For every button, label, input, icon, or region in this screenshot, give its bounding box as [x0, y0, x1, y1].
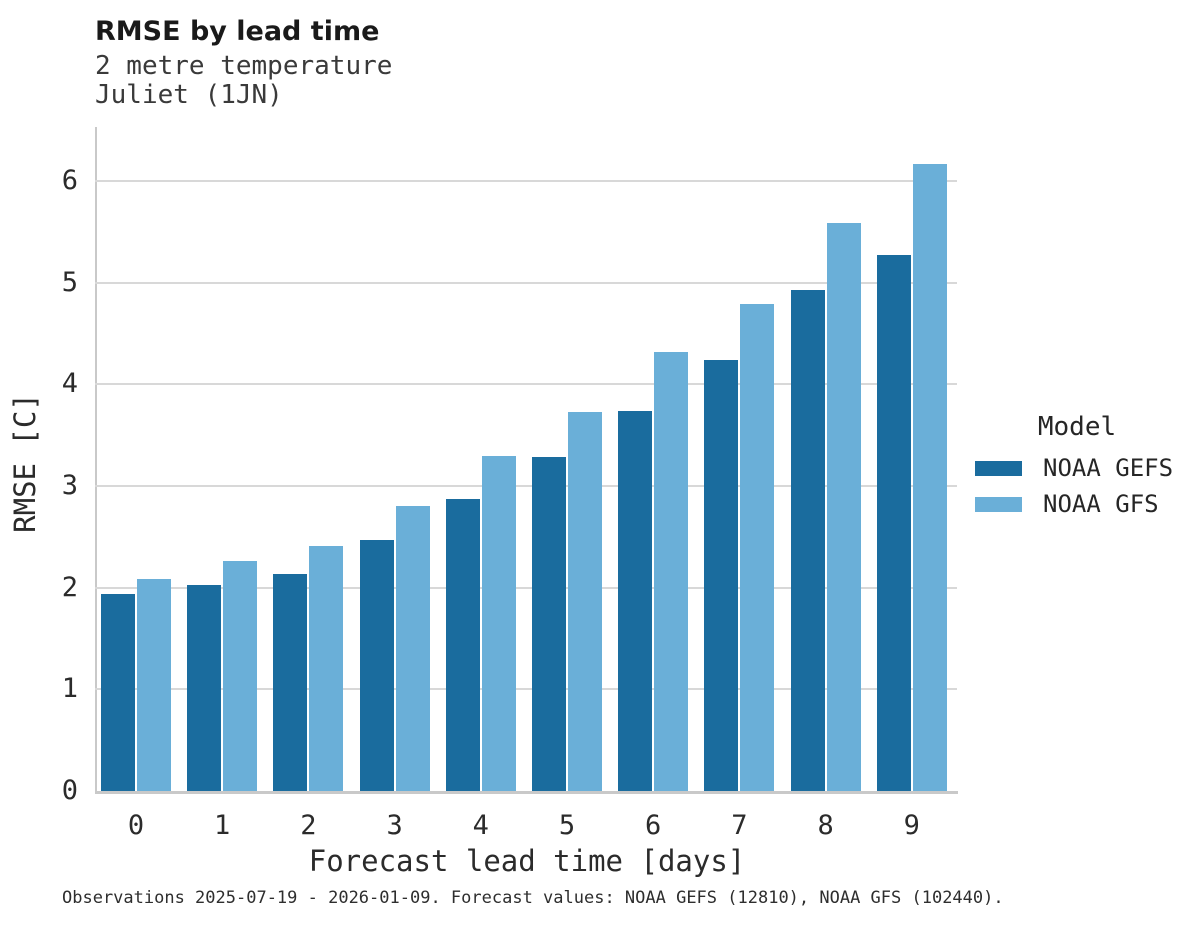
y-axis-label: RMSE [C] [8, 393, 42, 533]
bar-noaa-gefs-lead-0 [101, 593, 135, 791]
bar-noaa-gefs-lead-8 [790, 289, 825, 791]
bar-noaa-gfs-lead-8 [826, 222, 861, 791]
bar-noaa-gefs-lead-6 [618, 410, 653, 791]
chart-subtitle-variable: 2 metre temperature [95, 51, 393, 81]
gridline-y6 [95, 179, 957, 182]
y-tick-label-4: 4 [61, 368, 78, 400]
y-tick-label-0: 0 [61, 775, 78, 806]
legend-entry-noaa-gefs: NOAA GEFS [963, 454, 1191, 482]
x-axis-line [95, 791, 958, 794]
bar-noaa-gefs-lead-9 [876, 255, 911, 791]
x-tick-label-0: 0 [127, 810, 145, 841]
chart-title: RMSE by lead time [95, 16, 380, 47]
bar-noaa-gfs-lead-9 [912, 163, 947, 791]
gridline-y4 [95, 383, 957, 386]
legend-label: NOAA GEFS [1043, 454, 1174, 482]
x-tick-label-1: 1 [214, 810, 231, 841]
y-axis-line [95, 127, 97, 794]
bar-noaa-gfs-lead-3 [395, 506, 430, 791]
legend-swatch-icon [975, 496, 1022, 512]
y-tick-label-2: 2 [61, 571, 78, 603]
bar-noaa-gfs-lead-7 [740, 303, 775, 791]
legend-label: NOAA GFS [1043, 490, 1159, 518]
bar-noaa-gefs-lead-4 [445, 499, 480, 791]
legend-title: Model [1037, 412, 1117, 442]
bar-noaa-gfs-lead-1 [223, 561, 258, 791]
bar-noaa-gefs-lead-3 [359, 539, 394, 791]
legend: Model NOAA GEFS NOAA GFS [963, 412, 1191, 528]
gridline-y5 [95, 281, 957, 284]
x-tick-label-4: 4 [472, 810, 489, 841]
bar-noaa-gfs-lead-4 [481, 456, 516, 791]
bar-noaa-gfs-lead-6 [654, 351, 689, 791]
legend-entry-noaa-gfs: NOAA GFS [963, 490, 1191, 518]
x-tick-label-5: 5 [558, 810, 576, 841]
x-tick-label-6: 6 [645, 810, 662, 841]
y-tick-label-5: 5 [61, 266, 78, 298]
bar-noaa-gefs-lead-1 [187, 584, 222, 791]
bar-noaa-gefs-lead-7 [704, 359, 739, 791]
y-tick-label-1: 1 [61, 673, 78, 705]
x-tick-label-9: 9 [903, 810, 920, 841]
bar-noaa-gfs-lead-2 [309, 545, 344, 791]
caption: Observations 2025-07-19 - 2026-01-09. Fo… [62, 888, 1004, 908]
gridline-y1 [95, 688, 957, 691]
x-tick-label-7: 7 [731, 810, 748, 841]
y-tick-label-3: 3 [61, 469, 78, 501]
gridline-y2 [95, 586, 957, 589]
x-axis-label: Forecast lead time [days] [308, 844, 746, 878]
x-tick-label-8: 8 [817, 810, 834, 841]
chart-subtitle-region: Juliet (1JN) [95, 80, 283, 110]
y-tick-label-6: 6 [61, 164, 78, 196]
bar-noaa-gfs-lead-5 [568, 411, 602, 791]
bar-noaa-gfs-lead-0 [137, 579, 171, 791]
legend-swatch-icon [975, 460, 1022, 476]
x-tick-label-3: 3 [386, 810, 403, 841]
x-tick-label-2: 2 [300, 810, 317, 841]
gridline-y3 [95, 484, 957, 487]
bar-noaa-gefs-lead-5 [532, 457, 566, 791]
bar-noaa-gefs-lead-2 [273, 574, 308, 791]
